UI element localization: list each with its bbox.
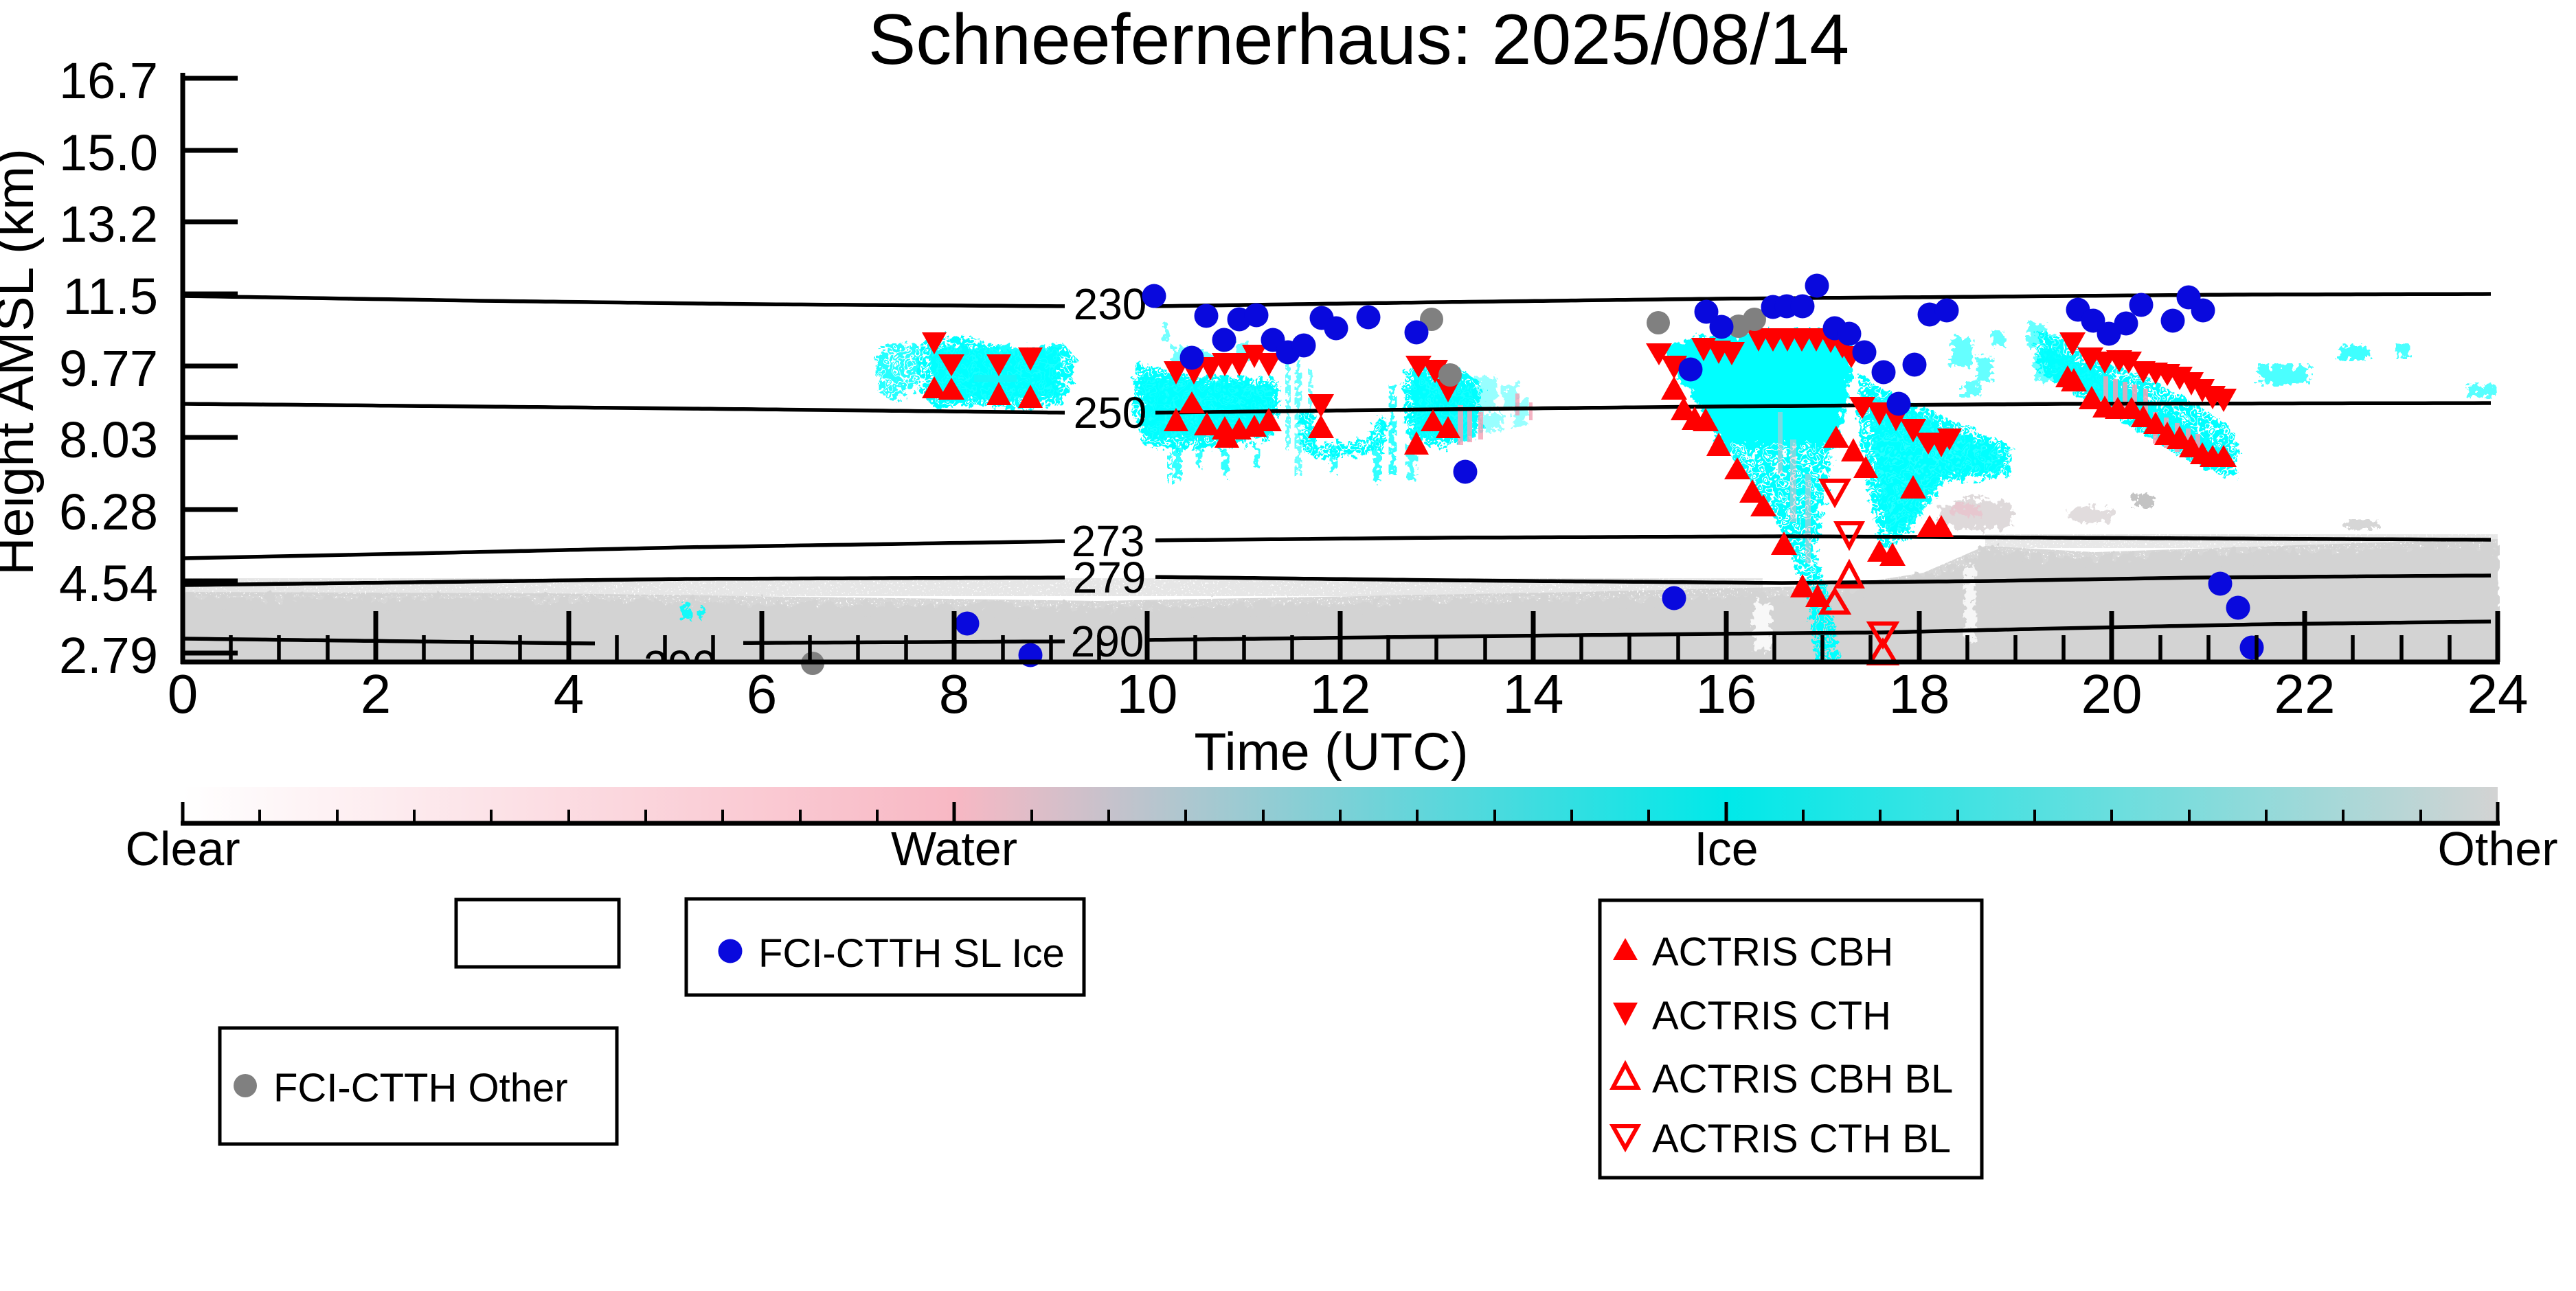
svg-text:12: 12: [1310, 663, 1371, 724]
svg-text:16: 16: [1696, 663, 1757, 724]
svg-text:2.79: 2.79: [59, 627, 158, 684]
svg-text:8: 8: [939, 663, 970, 724]
svg-text:290: 290: [644, 641, 717, 691]
svg-text:6.28: 6.28: [59, 483, 158, 540]
svg-text:FCI-CTTH Other: FCI-CTTH Other: [273, 1066, 568, 1110]
svg-text:ACTRIS CTH BL: ACTRIS CTH BL: [1652, 1117, 1951, 1161]
svg-text:230: 230: [1074, 279, 1147, 329]
svg-text:9.77: 9.77: [59, 340, 158, 397]
svg-text:16.7: 16.7: [59, 52, 158, 109]
svg-text:4.54: 4.54: [59, 555, 158, 612]
svg-text:2: 2: [361, 663, 392, 724]
svg-text:13.2: 13.2: [59, 196, 158, 253]
svg-text:14: 14: [1503, 663, 1564, 724]
svg-text:20: 20: [2081, 663, 2143, 724]
svg-text:273: 273: [1072, 516, 1145, 566]
svg-text:Other: Other: [2437, 822, 2557, 876]
svg-text:15.0: 15.0: [59, 124, 158, 181]
svg-text:FCI-CTTH SL Ice: FCI-CTTH SL Ice: [758, 931, 1065, 976]
svg-text:22: 22: [2274, 663, 2336, 724]
svg-text:Water: Water: [891, 822, 1017, 876]
svg-text:Time (UTC): Time (UTC): [1194, 722, 1468, 781]
svg-text:Ice: Ice: [1694, 822, 1758, 876]
svg-text:4: 4: [554, 663, 585, 724]
svg-text:6: 6: [747, 663, 778, 724]
svg-text:ACTRIS CBH BL: ACTRIS CBH BL: [1652, 1057, 1953, 1101]
svg-text:11.5: 11.5: [63, 268, 158, 325]
svg-text:279: 279: [1073, 553, 1146, 602]
svg-text:290: 290: [1071, 617, 1144, 666]
svg-text:18: 18: [1889, 663, 1950, 724]
svg-text:24: 24: [2467, 663, 2529, 724]
svg-text:0: 0: [168, 663, 199, 724]
svg-text:250: 250: [1074, 388, 1147, 437]
svg-text:Schneefernerhaus: 2025/08/14: Schneefernerhaus: 2025/08/14: [868, 0, 1849, 80]
svg-text:Clear: Clear: [125, 822, 240, 876]
svg-text:Height AMSL (km): Height AMSL (km): [0, 148, 45, 575]
svg-text:ACTRIS CBH: ACTRIS CBH: [1652, 930, 1893, 974]
svg-text:8.03: 8.03: [59, 411, 158, 468]
svg-text:ACTRIS CTH: ACTRIS CTH: [1652, 994, 1891, 1038]
svg-text:10: 10: [1117, 663, 1178, 724]
